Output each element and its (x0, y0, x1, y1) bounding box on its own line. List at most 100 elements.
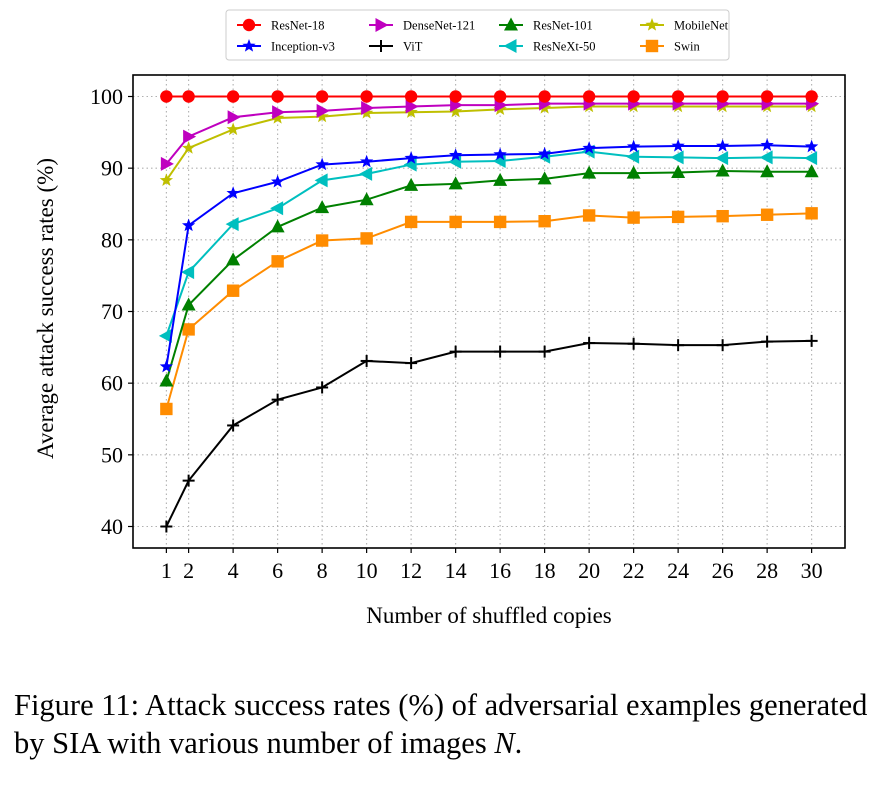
legend-item-inception-v3: Inception-v3 (237, 39, 335, 54)
data-point-vit (182, 474, 195, 487)
data-point-resnext-50 (359, 166, 373, 181)
y-tick-label: 100 (90, 84, 123, 109)
data-point-resnet-101 (804, 164, 819, 178)
data-point-inception-v3 (671, 138, 685, 152)
data-point-mobilenet (448, 104, 463, 118)
data-point-resnet-18 (538, 90, 551, 103)
y-tick-label: 40 (101, 514, 123, 539)
data-point-vit (672, 339, 685, 352)
data-point-vit (538, 345, 551, 358)
y-tick-label: 80 (101, 227, 123, 252)
data-point-resnext-50 (670, 150, 684, 165)
data-point-resnext-50 (270, 201, 284, 216)
x-tick-label: 18 (534, 558, 556, 583)
series-line-swin (165, 212, 812, 410)
series-line-vit (165, 339, 812, 527)
data-point-swin (271, 255, 284, 268)
legend-item-resnet-18: ResNet-18 (237, 19, 324, 33)
legend-label-resnet-18: ResNet-18 (271, 19, 324, 33)
legend-item-densenet-121: DenseNet-121 (369, 18, 475, 33)
y-axis-label: Average attack success rates (%) (33, 158, 58, 459)
data-point-resnet-101 (537, 171, 552, 185)
data-point-resnet-18 (582, 90, 596, 103)
series-line-resnext-50 (165, 150, 812, 337)
series-line-mobilenet (165, 105, 812, 181)
data-point-vit (271, 393, 284, 406)
data-point-mobilenet (315, 109, 329, 123)
data-point-resnet-101 (159, 373, 174, 387)
legend-label-resnext-50: ResNeXt-50 (533, 40, 596, 54)
data-point-densenet-121 (160, 156, 174, 171)
data-point-densenet-121 (183, 129, 197, 144)
data-point-densenet-121 (227, 110, 241, 125)
data-point-resnet-18 (627, 90, 640, 103)
data-point-swin (404, 215, 418, 229)
x-tick-label: 2 (183, 558, 194, 583)
data-point-densenet-121 (272, 105, 286, 120)
data-point-mobilenet (226, 122, 240, 136)
data-point-swin (493, 215, 507, 229)
data-point-resnet-101 (404, 177, 419, 191)
data-point-resnext-50 (158, 328, 172, 343)
x-tick-label: 30 (801, 558, 823, 583)
data-point-resnet-18 (360, 90, 373, 103)
data-point-resnet-18 (805, 90, 818, 103)
legend-box (225, 9, 730, 61)
data-point-swin (760, 208, 774, 221)
data-point-resnet-18 (671, 90, 685, 103)
data-point-mobilenet (359, 105, 374, 119)
data-point-resnet-18 (449, 90, 462, 103)
data-point-inception-v3 (760, 138, 774, 151)
legend-label-inception-v3: Inception-v3 (271, 40, 335, 54)
x-tick-label: 28 (756, 558, 778, 583)
legend-marker-resnet-18 (242, 18, 256, 32)
data-point-resnet-101 (226, 252, 241, 266)
legend-marker-resnet-101 (504, 17, 518, 31)
data-point-vit (360, 354, 373, 367)
legend-marker-mobilenet (645, 18, 659, 31)
series-line-densenet-121 (165, 102, 812, 165)
y-tick-label: 90 (101, 156, 123, 181)
data-point-inception-v3 (359, 154, 374, 168)
data-point-inception-v3 (582, 141, 596, 154)
series-vit (160, 334, 818, 533)
series-line-inception-v3 (165, 144, 812, 367)
data-point-resnext-50 (314, 173, 328, 188)
data-point-resnet-18 (760, 90, 774, 103)
data-point-inception-v3 (715, 138, 730, 152)
data-point-vit (494, 345, 507, 358)
data-point-vit (761, 335, 774, 348)
data-point-vit (805, 334, 818, 347)
data-point-inception-v3 (226, 186, 240, 199)
data-point-resnet-18 (315, 90, 329, 103)
x-tick-label: 14 (445, 558, 467, 583)
data-point-mobilenet (270, 111, 285, 124)
data-point-mobilenet (404, 105, 418, 118)
data-point-inception-v3 (493, 147, 507, 161)
legend-marker-swin (645, 39, 659, 53)
legend-item-swin: Swin (640, 40, 700, 54)
data-point-resnet-18 (716, 90, 729, 103)
data-point-mobilenet (159, 173, 174, 187)
data-point-resnet-101 (760, 164, 775, 178)
data-point-swin (226, 284, 240, 297)
data-point-swin (627, 211, 640, 224)
data-point-swin (538, 215, 551, 228)
caption-variable: N (494, 726, 515, 760)
x-tick-label: 4 (228, 558, 239, 583)
data-point-resnet-18 (404, 90, 418, 103)
legend-label-densenet-121: DenseNet-121 (403, 19, 475, 33)
series-resnet-18 (160, 90, 818, 103)
x-axis-label: Number of shuffled copies (366, 603, 612, 628)
data-point-resnet-101 (315, 200, 330, 214)
legend-marker-inception-v3 (242, 39, 256, 52)
data-point-resnext-50 (225, 217, 239, 232)
data-point-resnet-101 (181, 297, 196, 311)
data-point-resnet-101 (671, 164, 686, 178)
legend-label-vit: ViT (403, 40, 423, 54)
data-point-swin (671, 210, 685, 224)
data-point-inception-v3 (448, 148, 463, 161)
data-point-resnet-101 (493, 172, 508, 186)
legend-label-resnet-101: ResNet-101 (533, 19, 593, 33)
